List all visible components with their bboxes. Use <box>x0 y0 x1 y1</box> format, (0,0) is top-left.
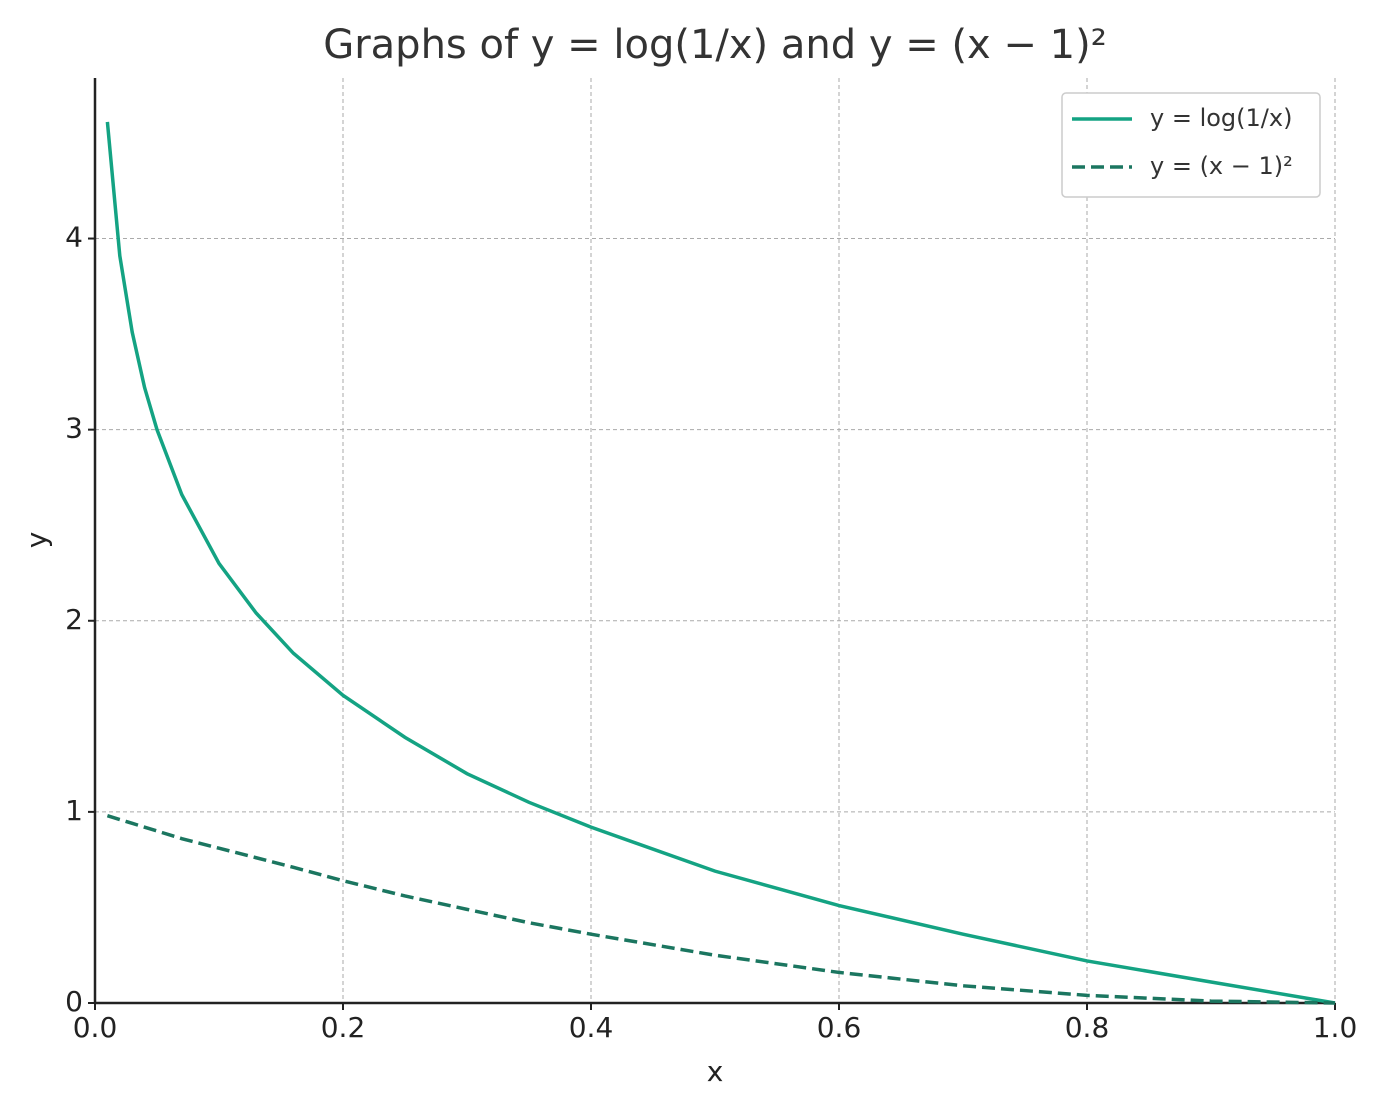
series-line <box>106 814 1336 1005</box>
x-tick-label: 0.8 <box>1065 1011 1110 1044</box>
x-tick-label: 1.0 <box>1313 1011 1358 1044</box>
chart-title: Graphs of y = log(1/x) and y = (x − 1)² <box>323 22 1107 68</box>
legend-label: y = (x − 1)² <box>1150 152 1293 180</box>
y-axis-label: y <box>20 532 53 549</box>
x-tick-label: 0.0 <box>73 1011 118 1044</box>
x-tick-label: 0.2 <box>321 1011 366 1044</box>
y-tick-label: 3 <box>65 412 83 445</box>
y-tick-label: 2 <box>65 603 83 636</box>
x-tick-label: 0.4 <box>569 1011 614 1044</box>
series-line <box>105 121 1336 1005</box>
x-axis-label: x <box>707 1055 724 1088</box>
y-tick-label: 4 <box>65 221 83 254</box>
y-tick-label: 1 <box>65 794 83 827</box>
y-tick-label: 0 <box>65 985 83 1018</box>
legend-label: y = log(1/x) <box>1150 104 1292 132</box>
x-tick-label: 0.6 <box>817 1011 862 1044</box>
